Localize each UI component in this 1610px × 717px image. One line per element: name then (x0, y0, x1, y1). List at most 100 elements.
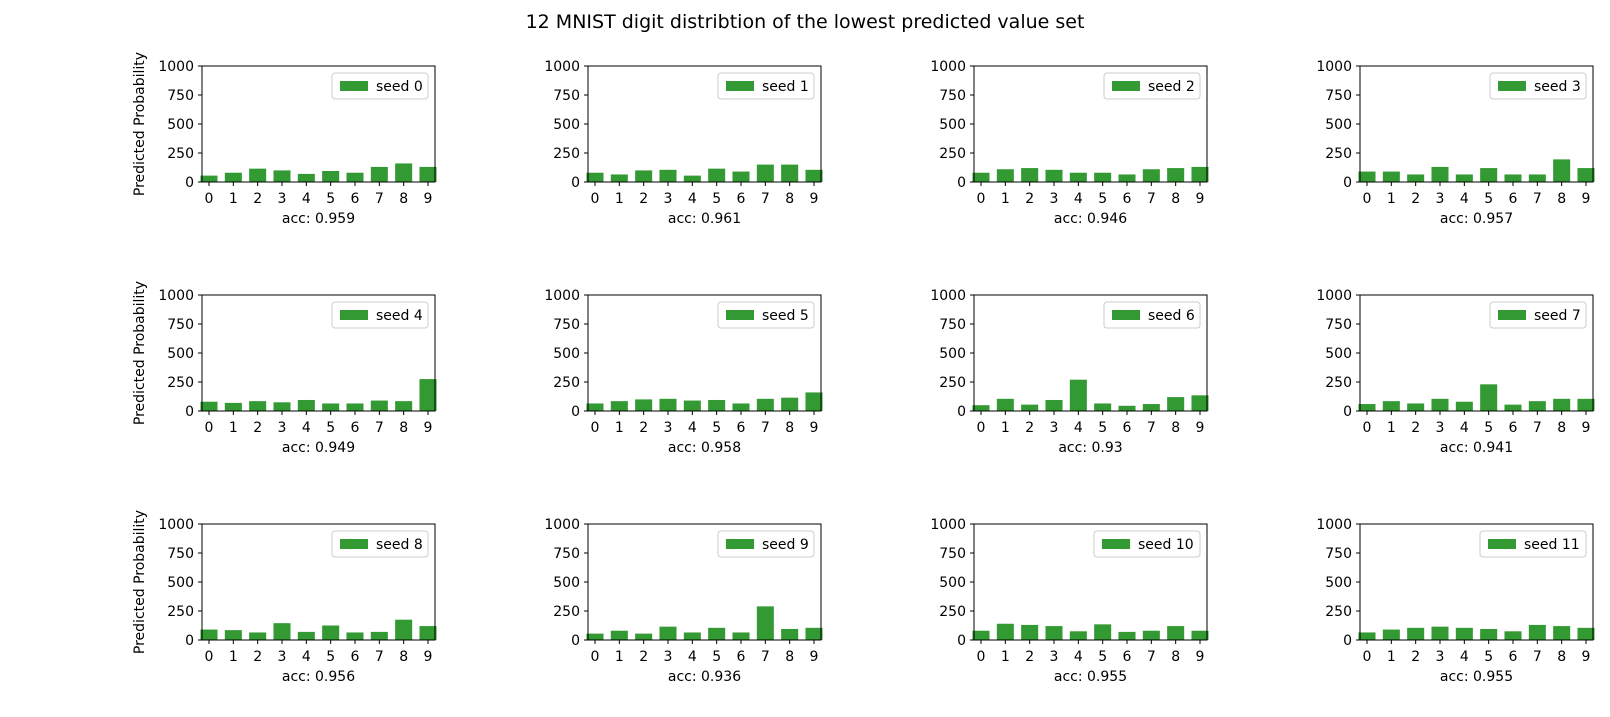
x-tick-label: 7 (1533, 649, 1542, 665)
x-tick-label: 9 (810, 191, 819, 207)
y-tick-label: 750 (553, 546, 580, 562)
legend-box (1093, 530, 1201, 558)
legend-label: seed 5 (762, 308, 809, 324)
x-axis-label: acc: 0.959 (282, 211, 355, 227)
y-tick-label: 0 (185, 633, 194, 649)
bar (200, 401, 218, 411)
bar (1431, 626, 1449, 640)
x-tick-label: 3 (278, 191, 287, 207)
y-tick-label: 750 (167, 317, 194, 333)
bar (1504, 174, 1522, 182)
x-tick-label: 2 (1411, 191, 1420, 207)
x-tick-label: 8 (1557, 649, 1566, 665)
legend-label: seed 1 (762, 79, 809, 95)
bar (708, 627, 726, 640)
bar (1480, 628, 1498, 640)
x-tick-label: 7 (1533, 191, 1542, 207)
x-axis-label: acc: 0.957 (1440, 211, 1513, 227)
bar (586, 172, 604, 182)
legend-label: seed 2 (1148, 79, 1195, 95)
x-axis-label: acc: 0.936 (668, 669, 741, 685)
x-tick-label: 8 (1171, 420, 1180, 436)
bar (1358, 404, 1376, 411)
x-tick-label: 5 (1484, 420, 1493, 436)
x-tick-label: 0 (977, 420, 986, 436)
x-tick-label: 1 (615, 191, 624, 207)
bar (273, 402, 291, 411)
bar (756, 164, 774, 182)
y-tick-label: 500 (553, 346, 580, 362)
legend-box (1489, 72, 1587, 100)
x-tick-label: 7 (1533, 420, 1542, 436)
legend-box (1489, 301, 1587, 329)
x-tick-label: 8 (399, 420, 408, 436)
bar (1021, 404, 1039, 411)
bar (1382, 629, 1400, 640)
x-tick-label: 0 (591, 420, 600, 436)
y-tick-label: 0 (1343, 404, 1352, 420)
bar (972, 405, 990, 411)
bar (419, 166, 437, 182)
x-tick-label: 2 (1411, 649, 1420, 665)
x-tick-label: 5 (1484, 191, 1493, 207)
bar (273, 623, 291, 640)
y-tick-label: 0 (185, 175, 194, 191)
y-tick-label: 1000 (158, 59, 194, 75)
y-tick-label: 750 (939, 88, 966, 104)
bar (224, 172, 242, 182)
x-tick-label: 7 (761, 191, 770, 207)
x-tick-label: 0 (1363, 191, 1372, 207)
bar (1021, 168, 1039, 182)
x-tick-label: 1 (1387, 649, 1396, 665)
x-tick-label: 7 (1147, 191, 1156, 207)
bar (1142, 630, 1160, 640)
x-tick-label: 1 (1001, 191, 1010, 207)
bar (1382, 401, 1400, 411)
x-tick-label: 3 (1050, 191, 1059, 207)
bar (1094, 403, 1112, 411)
legend: seed 8 (331, 530, 429, 558)
y-tick-label: 1000 (930, 288, 966, 304)
x-tick-label: 2 (253, 191, 262, 207)
bar (708, 168, 726, 182)
y-tick-label: 750 (1325, 546, 1352, 562)
x-tick-label: 7 (1147, 649, 1156, 665)
x-tick-label: 6 (1123, 420, 1132, 436)
y-tick-label: 0 (957, 404, 966, 420)
bar (659, 626, 677, 640)
legend-swatch (726, 310, 754, 320)
y-tick-label: 250 (939, 604, 966, 620)
x-tick-label: 8 (785, 649, 794, 665)
legend-box (717, 530, 815, 558)
x-tick-label: 6 (1509, 191, 1518, 207)
y-axis-label: Predicted Probability (132, 510, 148, 654)
x-tick-label: 9 (1582, 191, 1591, 207)
x-tick-label: 6 (351, 649, 360, 665)
figure-title: 12 MNIST digit distribtion of the lowest… (526, 11, 1085, 33)
bar (1553, 626, 1571, 640)
legend: seed 7 (1489, 301, 1587, 329)
bar (1528, 624, 1546, 640)
bar (635, 399, 653, 411)
y-tick-label: 500 (553, 575, 580, 591)
x-tick-label: 2 (1411, 420, 1420, 436)
x-tick-label: 0 (977, 191, 986, 207)
y-tick-label: 0 (185, 404, 194, 420)
legend-swatch (340, 310, 368, 320)
x-tick-label: 5 (712, 649, 721, 665)
x-tick-label: 4 (302, 420, 311, 436)
bar (1407, 627, 1425, 640)
x-tick-label: 8 (785, 191, 794, 207)
y-tick-label: 500 (939, 575, 966, 591)
y-tick-label: 1000 (158, 288, 194, 304)
x-tick-label: 4 (688, 649, 697, 665)
bar (1191, 630, 1209, 640)
x-tick-label: 8 (1557, 191, 1566, 207)
x-tick-label: 5 (712, 420, 721, 436)
bar (1142, 169, 1160, 182)
bar (322, 170, 340, 182)
